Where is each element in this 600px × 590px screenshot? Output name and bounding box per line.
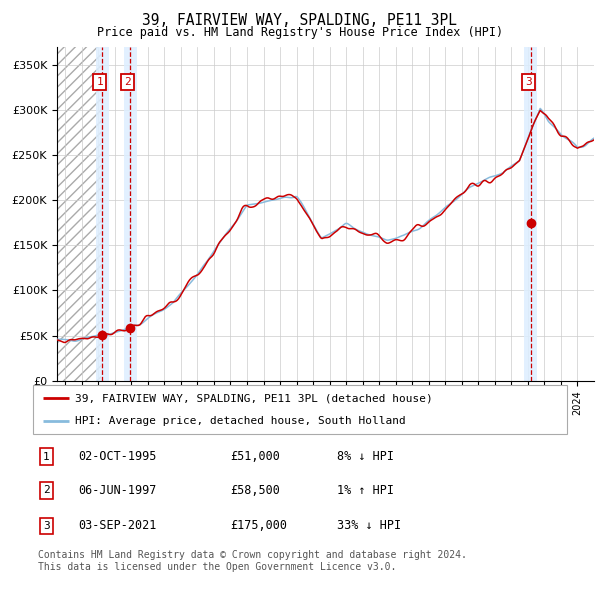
Bar (96, 47, 109, 381)
Text: 06-JUN-1997: 06-JUN-1997 (79, 484, 157, 497)
Text: 8% ↓ HPI: 8% ↓ HPI (337, 450, 394, 463)
Text: 1% ↑ HPI: 1% ↑ HPI (337, 484, 394, 497)
Text: Contains HM Land Registry data © Crown copyright and database right 2024.
This d: Contains HM Land Registry data © Crown c… (38, 550, 467, 572)
Text: 39, FAIRVIEW WAY, SPALDING, PE11 3PL: 39, FAIRVIEW WAY, SPALDING, PE11 3PL (143, 13, 458, 28)
Bar (124, 47, 137, 381)
Text: 02-OCT-1995: 02-OCT-1995 (79, 450, 157, 463)
Text: 2: 2 (43, 486, 50, 495)
Bar (524, 47, 537, 381)
Text: 1: 1 (43, 452, 50, 462)
Bar (57, 47, 101, 381)
Text: 03-SEP-2021: 03-SEP-2021 (79, 520, 157, 533)
Text: 3: 3 (525, 77, 532, 87)
Text: £175,000: £175,000 (230, 520, 287, 533)
Text: £58,500: £58,500 (230, 484, 280, 497)
FancyBboxPatch shape (33, 385, 567, 434)
Text: 39, FAIRVIEW WAY, SPALDING, PE11 3PL (detached house): 39, FAIRVIEW WAY, SPALDING, PE11 3PL (de… (74, 394, 433, 404)
Text: 2: 2 (125, 77, 131, 87)
Text: £51,000: £51,000 (230, 450, 280, 463)
Text: Price paid vs. HM Land Registry's House Price Index (HPI): Price paid vs. HM Land Registry's House … (97, 26, 503, 39)
Text: HPI: Average price, detached house, South Holland: HPI: Average price, detached house, Sout… (74, 415, 406, 425)
Text: 33% ↓ HPI: 33% ↓ HPI (337, 520, 401, 533)
Text: 3: 3 (43, 521, 50, 531)
Text: 1: 1 (97, 77, 103, 87)
